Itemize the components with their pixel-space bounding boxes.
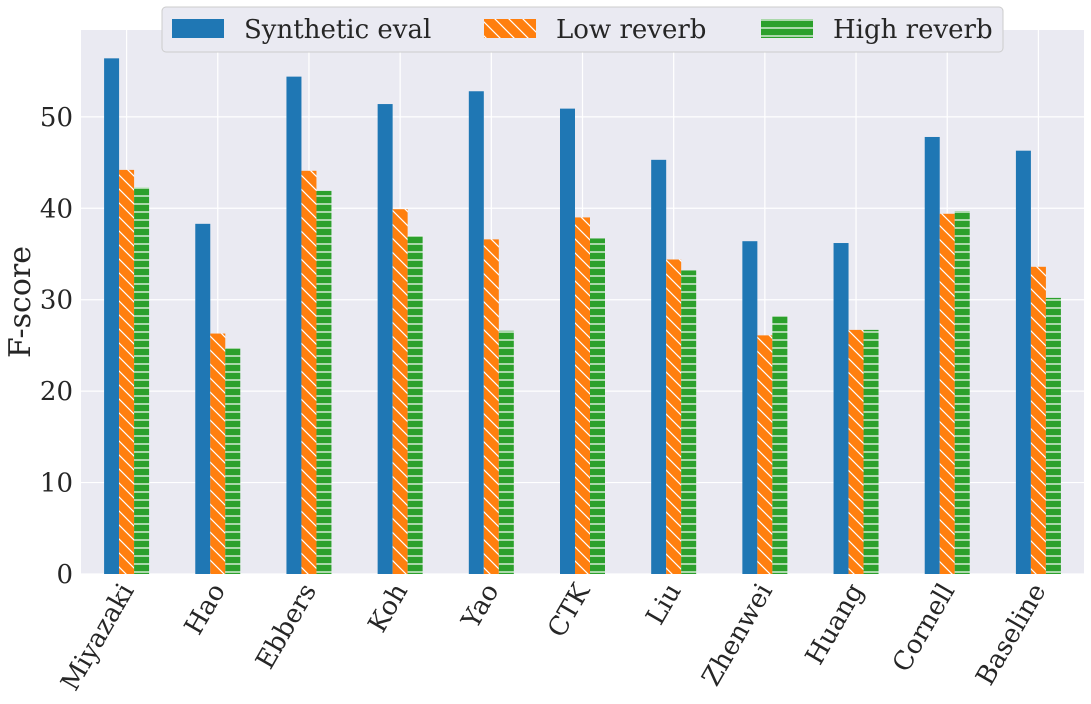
y-tick-label: 10 (40, 469, 73, 499)
x-tick-label: Zhenwei (696, 579, 778, 692)
bar-high-reverb-koh (407, 235, 423, 574)
y-tick-label: 50 (40, 103, 73, 133)
bar-synthetic-eval-cornell (924, 136, 940, 574)
bar-synthetic-eval-huang (833, 243, 849, 574)
y-tick-label: 30 (40, 286, 73, 316)
bars-layer (104, 58, 1061, 575)
bar-high-reverb-miyazaki (134, 187, 150, 574)
bar-high-reverb-liu (681, 270, 697, 574)
bar-high-reverb-hao (225, 348, 241, 574)
legend: Synthetic eval Low reverb High reverb (161, 6, 1004, 53)
bar-synthetic-eval-hao (195, 223, 211, 575)
legend-frame (161, 6, 1004, 53)
bar-low-reverb-ebbers (301, 170, 317, 575)
bar-synthetic-eval-baseline (1015, 150, 1031, 574)
bar-high-reverb-zhenwei (772, 316, 788, 574)
bar-synthetic-eval-miyazaki (104, 58, 120, 575)
bar-low-reverb-hao (210, 333, 226, 574)
x-tick-label: Huang (800, 579, 870, 670)
bar-low-reverb-baseline (1030, 266, 1046, 574)
x-tick-labels: Miyazaki Hao Ebbers Koh Yao CTK Liu Zhenwei Huan… (55, 578, 1052, 696)
bar-low-reverb-liu (666, 259, 682, 574)
bar-synthetic-eval-ebbers (286, 76, 302, 574)
bar-low-reverb-ctk (575, 217, 590, 574)
bar-low-reverb-koh (392, 209, 408, 574)
y-tick-labels: 0 10 20 30 40 50 (40, 103, 73, 590)
legend-swatch (484, 19, 536, 38)
bar-high-reverb-baseline (1045, 297, 1061, 574)
legend-swatch (761, 19, 813, 38)
bar-synthetic-eval-koh (377, 104, 393, 575)
bar-low-reverb-yao (483, 239, 499, 574)
y-axis-title: F-score (3, 246, 38, 358)
bar-high-reverb-huang (863, 329, 879, 574)
bar-low-reverb-cornell (939, 213, 955, 574)
bar-high-reverb-cornell (954, 211, 970, 574)
x-tick-label: Ebbers (250, 579, 323, 675)
y-tick-label: 0 (56, 560, 73, 590)
legend-swatch (172, 19, 224, 38)
bar-high-reverb-yao (498, 330, 514, 574)
bar-synthetic-eval-ctk (560, 108, 575, 574)
y-tick-label: 40 (40, 194, 73, 224)
y-tick-label: 20 (40, 377, 73, 407)
x-tick-label: Koh (363, 578, 415, 637)
x-tick-label: Miyazaki (55, 579, 140, 697)
x-tick-label: Baseline (970, 579, 1052, 691)
bar-high-reverb-ctk (590, 238, 605, 574)
legend-label: High reverb (833, 15, 993, 45)
x-tick-label: Yao (456, 579, 506, 635)
x-tick-label: Liu (641, 579, 688, 631)
legend-label: Low reverb (556, 15, 706, 45)
bar-low-reverb-huang (848, 329, 864, 574)
bar-high-reverb-ebbers (316, 190, 332, 574)
x-tick-label: Cornell (887, 579, 961, 678)
bar-synthetic-eval-liu (651, 159, 667, 575)
legend-label: Synthetic eval (244, 15, 431, 45)
bar-low-reverb-miyazaki (119, 169, 135, 574)
bar-low-reverb-zhenwei (757, 335, 773, 574)
x-tick-label: Hao (179, 579, 232, 641)
x-tick-label: CTK (542, 578, 597, 643)
bar-synthetic-eval-yao (468, 91, 484, 574)
bar-synthetic-eval-zhenwei (742, 241, 758, 574)
